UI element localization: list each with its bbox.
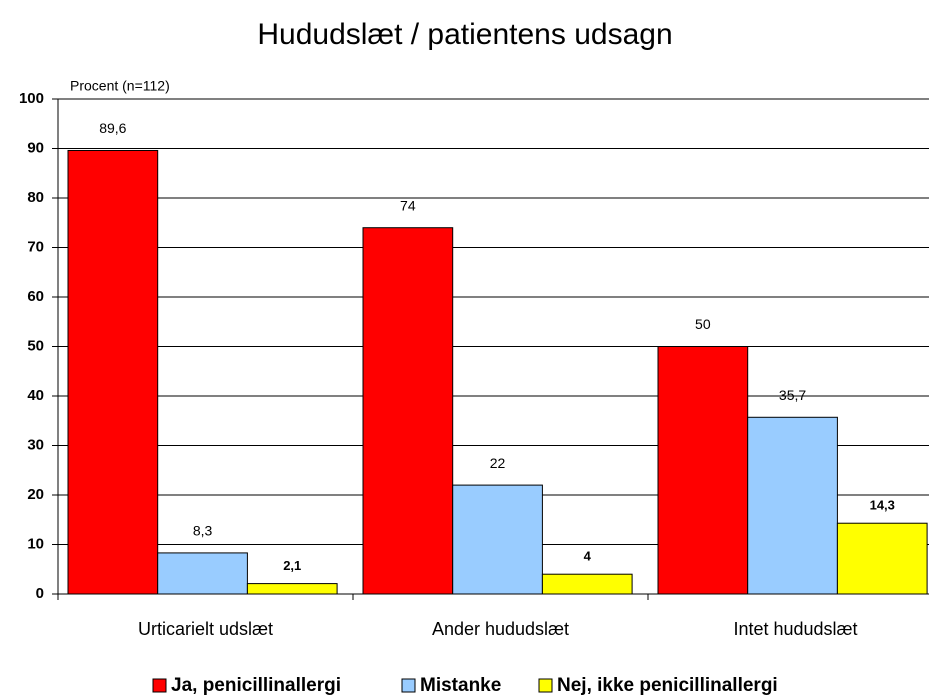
value-label: 22: [490, 455, 506, 471]
x-tick-label: Ander hududslæt: [432, 619, 569, 639]
x-tick-label: Urticarielt udslæt: [138, 619, 273, 639]
y-tick-label: 40: [27, 387, 44, 404]
value-label: 2,1: [283, 558, 301, 573]
legend-swatch: [152, 678, 167, 693]
bar: [157, 552, 248, 595]
bar: [836, 522, 928, 595]
y-tick-label: 10: [27, 535, 44, 552]
value-label: 35,7: [779, 387, 806, 403]
legend-swatch: [538, 678, 553, 693]
bar: [67, 149, 159, 595]
chart-title: Hududslæt / patientens udsagn: [257, 18, 672, 51]
bar: [657, 346, 749, 595]
legend-label: Nej, ikke penicillinallergi: [557, 675, 778, 696]
value-label: 50: [695, 316, 711, 332]
y-tick-label: 100: [19, 90, 44, 107]
value-label: 74: [400, 197, 416, 213]
bar: [747, 416, 838, 595]
bar: [541, 573, 633, 595]
bar: [452, 484, 543, 595]
y-tick-label: 90: [27, 139, 44, 156]
x-tick-label: Intet hududslæt: [733, 619, 857, 639]
y-tick-label: 20: [27, 486, 44, 503]
y-axis-label: Procent (n=112): [70, 78, 170, 94]
y-tick-label: 30: [27, 436, 44, 453]
y-tick-label: 0: [36, 585, 44, 602]
legend-label: Ja, penicillinallergi: [171, 675, 341, 696]
bar: [362, 227, 454, 595]
bar: [246, 583, 338, 595]
value-label: 4: [584, 549, 592, 564]
legend-swatch: [401, 678, 416, 693]
y-tick-label: 60: [27, 288, 44, 305]
y-tick-label: 80: [27, 189, 44, 206]
y-tick-label: 50: [27, 337, 44, 354]
value-label: 89,6: [99, 120, 126, 136]
value-label: 8,3: [193, 523, 213, 539]
y-tick-label: 70: [27, 238, 44, 255]
legend-label: Mistanke: [420, 675, 501, 696]
value-label: 14,3: [870, 498, 895, 513]
